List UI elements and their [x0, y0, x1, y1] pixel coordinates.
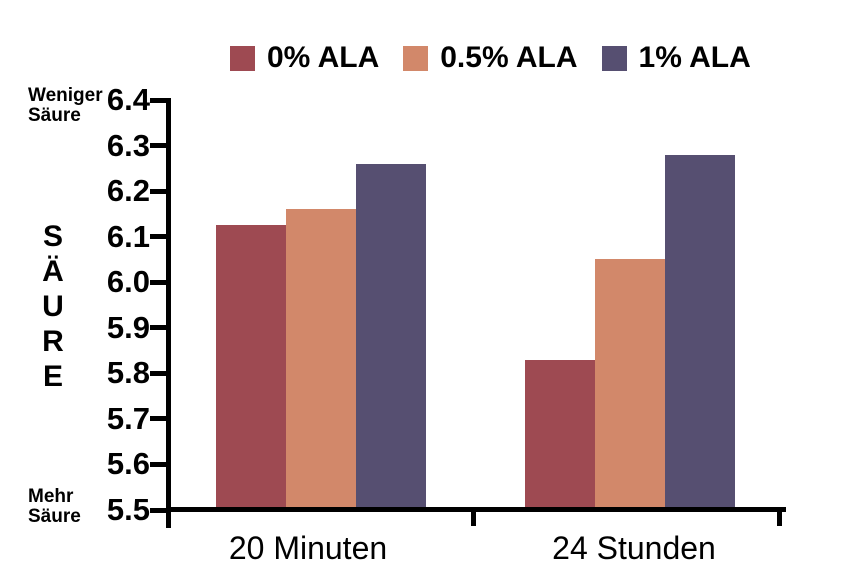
x-category-label: 20 Minuten: [228, 530, 388, 566]
y-axis-line: [166, 98, 171, 528]
y-tick-mark: [150, 462, 167, 467]
bar: [356, 164, 426, 510]
y-tick-mark: [150, 98, 167, 103]
x-category-label: 24 Stunden: [552, 530, 716, 566]
legend-item: 0.5% ALA: [403, 41, 578, 74]
y-tick-mark: [150, 371, 167, 376]
y-tick-mark: [150, 189, 167, 194]
bar: [525, 360, 595, 510]
y-tick-label: 5.7: [106, 401, 150, 436]
y-annotation-mehr-saeure: Mehr Säure: [28, 487, 81, 527]
x-axis-end-tick: [777, 512, 782, 526]
legend-label: 0% ALA: [267, 41, 380, 74]
y-tick-label: 6.4: [106, 82, 150, 117]
y-tick-label: 5.9: [106, 310, 150, 345]
y-tick-label: 6.0: [106, 264, 150, 299]
y-tick-label: 5.8: [106, 355, 150, 390]
bar: [665, 155, 735, 510]
legend-label: 1% ALA: [638, 41, 751, 74]
y-tick-mark: [150, 325, 167, 330]
y-tick-mark: [150, 234, 167, 239]
y-annotation-weniger-line2: Säure: [28, 105, 81, 126]
legend-item: 1% ALA: [601, 41, 751, 74]
legend-swatch-icon: [230, 45, 255, 71]
y-tick-mark: [150, 280, 167, 285]
legend-label: 0.5% ALA: [440, 41, 578, 74]
y-tick-mark: [150, 143, 167, 148]
bar: [216, 225, 286, 510]
y-tick-label: 6.1: [106, 219, 150, 254]
legend-item: 0% ALA: [230, 43, 379, 73]
y-tick-label: 5.5: [106, 492, 150, 527]
y-tick-mark: [150, 416, 167, 421]
y-annotation-mehr-line2: Säure: [28, 506, 81, 527]
y-tick-label: 6.2: [106, 173, 150, 208]
legend: 0% ALA 0.5% ALA 1% ALA: [230, 43, 775, 73]
y-annotation-weniger-saeure: Weniger Säure: [28, 86, 103, 126]
x-axis-mid-tick: [471, 512, 476, 526]
y-tick-label: 5.6: [106, 446, 150, 481]
bar: [595, 259, 665, 510]
legend-swatch-icon: [403, 45, 429, 71]
y-tick-mark: [150, 508, 167, 513]
y-axis-title: S Ä U R E: [42, 220, 64, 393]
y-annotation-weniger-line1: Weniger: [28, 85, 103, 106]
legend-swatch-icon: [601, 45, 627, 71]
y-annotation-mehr-line1: Mehr: [28, 486, 74, 507]
x-axis-line: [166, 507, 786, 512]
bar: [286, 209, 356, 510]
y-tick-label: 6.3: [106, 128, 150, 163]
